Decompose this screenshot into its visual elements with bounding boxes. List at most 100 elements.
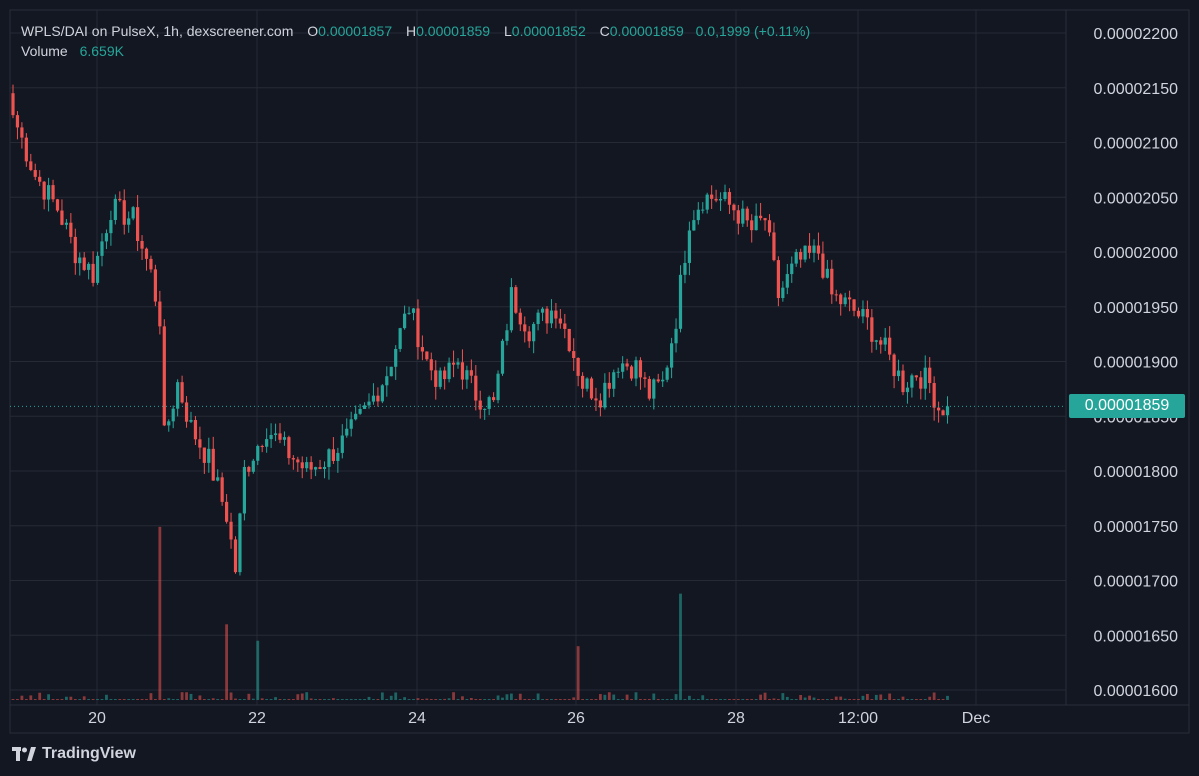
volume-bar bbox=[176, 699, 180, 700]
volume-bar bbox=[167, 698, 171, 700]
volume-bar bbox=[754, 699, 758, 700]
candle-body bbox=[202, 447, 206, 463]
volume-bar bbox=[202, 699, 206, 700]
x-tick-label: 12:00 bbox=[838, 710, 878, 727]
volume-bar bbox=[496, 695, 500, 700]
candle-body bbox=[763, 218, 767, 221]
candle-body bbox=[247, 466, 251, 472]
candle-body bbox=[465, 370, 469, 380]
candle-body bbox=[781, 287, 785, 299]
volume-bar bbox=[122, 699, 126, 700]
candle-body bbox=[24, 137, 28, 162]
volume-bar bbox=[33, 699, 37, 700]
pair-title: WPLS/DAI on PulseX, 1h, dexscreener.com bbox=[21, 23, 294, 39]
candle-body bbox=[932, 383, 936, 408]
candle-body bbox=[683, 262, 687, 275]
volume-bar bbox=[162, 699, 166, 700]
volume-bar bbox=[425, 698, 429, 700]
candle-body bbox=[937, 407, 941, 411]
volume-bar bbox=[781, 693, 785, 700]
candle-body bbox=[425, 351, 429, 360]
volume-bar bbox=[265, 699, 269, 700]
tradingview-logo-icon bbox=[12, 747, 36, 761]
x-tick-label: 20 bbox=[88, 710, 106, 727]
candle-body bbox=[834, 294, 838, 296]
volume-bar bbox=[278, 699, 282, 700]
volume-bar bbox=[296, 694, 300, 700]
volume-bar bbox=[87, 699, 91, 700]
candle-body bbox=[790, 263, 794, 275]
volume-bar bbox=[305, 692, 309, 700]
volume-bar bbox=[852, 699, 856, 700]
candle-body bbox=[692, 220, 696, 231]
volume-bar bbox=[874, 694, 878, 700]
x-tick-label: Dec bbox=[962, 710, 990, 727]
volume-bar bbox=[888, 693, 892, 700]
low-label: L bbox=[503, 23, 512, 39]
candle-body bbox=[443, 370, 447, 380]
candle-body bbox=[380, 385, 384, 402]
candle-body bbox=[429, 359, 433, 371]
candle-body bbox=[865, 309, 869, 318]
volume-bar bbox=[73, 699, 77, 700]
change-value: 0.0,1999 (+0.11%) bbox=[695, 23, 811, 39]
volume-bar bbox=[808, 695, 811, 700]
volume-bar bbox=[741, 699, 745, 700]
candle-body bbox=[73, 236, 77, 264]
candle-body bbox=[60, 210, 64, 225]
volume-bar bbox=[785, 696, 789, 700]
volume-bar bbox=[398, 699, 402, 700]
volume-label: Volume bbox=[21, 43, 68, 59]
candle-body bbox=[594, 398, 598, 401]
candle-body bbox=[883, 337, 887, 345]
legend-ohlc-row: WPLS/DAI on PulseX, 1h, dexscreener.com … bbox=[21, 21, 810, 41]
volume-bar bbox=[229, 692, 233, 700]
candle-body bbox=[238, 513, 242, 573]
candle-body bbox=[536, 312, 540, 325]
candle-body bbox=[47, 185, 51, 200]
volume-value: 6.659K bbox=[79, 43, 124, 59]
y-tick-label: 0.00002100 bbox=[1093, 136, 1178, 153]
volume-bar bbox=[518, 693, 522, 700]
candle-body bbox=[394, 348, 398, 367]
candle-body bbox=[193, 420, 198, 440]
volume-bar bbox=[683, 699, 687, 700]
volume-bar bbox=[478, 699, 482, 700]
candle-body bbox=[127, 218, 131, 225]
volume-bar bbox=[465, 699, 469, 700]
candle-body bbox=[434, 370, 438, 387]
volume-bar bbox=[759, 694, 762, 700]
candle-body bbox=[300, 462, 304, 469]
volume-bar bbox=[550, 699, 553, 700]
volume-bar bbox=[843, 698, 847, 700]
volume-bar bbox=[29, 695, 33, 700]
volume-bar bbox=[679, 593, 682, 700]
volume-bar bbox=[701, 695, 705, 700]
candle-body bbox=[603, 382, 607, 408]
volume-bar bbox=[113, 699, 117, 700]
volume-bar bbox=[710, 699, 714, 700]
candle-body bbox=[82, 257, 86, 270]
y-tick-label: 0.00002050 bbox=[1093, 190, 1178, 207]
y-tick-label: 0.00001600 bbox=[1093, 683, 1178, 700]
candle-body bbox=[514, 287, 518, 313]
candle-body bbox=[558, 318, 562, 324]
volume-bar bbox=[696, 699, 700, 700]
volume-bar bbox=[817, 699, 820, 700]
candle-body bbox=[78, 257, 82, 264]
volume-bar bbox=[487, 699, 491, 700]
volume-bar bbox=[456, 699, 460, 700]
volume-bar bbox=[403, 697, 406, 700]
volume-bar bbox=[728, 699, 731, 700]
candle-body bbox=[69, 222, 73, 237]
tradingview-branding[interactable]: TradingView bbox=[12, 745, 136, 763]
candle-body bbox=[581, 375, 585, 389]
candle-body bbox=[616, 371, 620, 373]
candle-body bbox=[919, 377, 923, 389]
candle-body bbox=[830, 268, 834, 295]
volume-bar bbox=[914, 699, 918, 700]
candle-body bbox=[474, 375, 478, 401]
volume-bar bbox=[287, 699, 291, 700]
